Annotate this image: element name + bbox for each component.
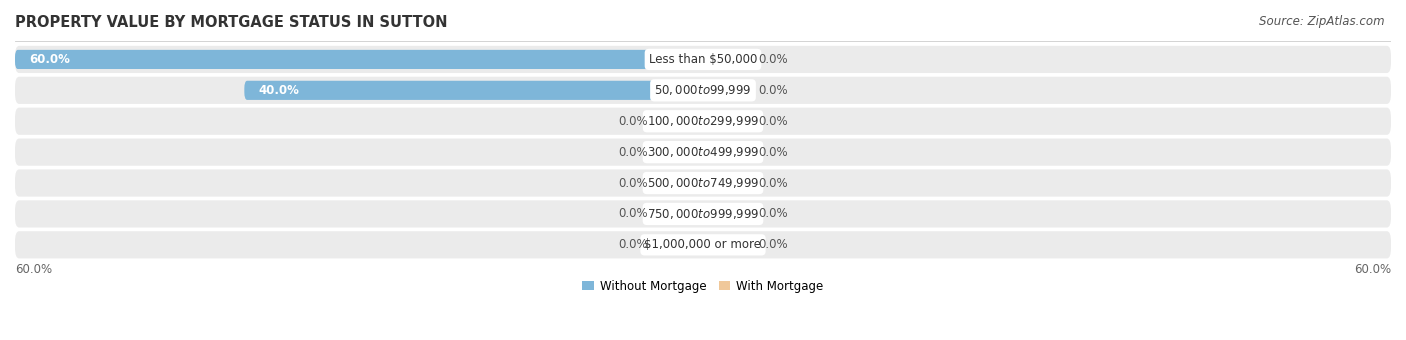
Text: $100,000 to $299,999: $100,000 to $299,999 <box>647 114 759 128</box>
Text: 60.0%: 60.0% <box>1354 263 1391 276</box>
Text: $300,000 to $499,999: $300,000 to $499,999 <box>647 145 759 159</box>
Text: 0.0%: 0.0% <box>758 176 787 189</box>
Text: 0.0%: 0.0% <box>619 207 648 220</box>
Text: $50,000 to $99,999: $50,000 to $99,999 <box>654 83 752 97</box>
FancyBboxPatch shape <box>15 108 1391 135</box>
FancyBboxPatch shape <box>703 142 749 162</box>
FancyBboxPatch shape <box>703 173 749 193</box>
Text: $1,000,000 or more: $1,000,000 or more <box>644 238 762 251</box>
Text: PROPERTY VALUE BY MORTGAGE STATUS IN SUTTON: PROPERTY VALUE BY MORTGAGE STATUS IN SUT… <box>15 15 447 30</box>
FancyBboxPatch shape <box>15 169 1391 197</box>
Legend: Without Mortgage, With Mortgage: Without Mortgage, With Mortgage <box>578 275 828 298</box>
Text: 0.0%: 0.0% <box>619 238 648 251</box>
Text: 0.0%: 0.0% <box>619 176 648 189</box>
Text: 0.0%: 0.0% <box>619 146 648 159</box>
Text: 0.0%: 0.0% <box>758 146 787 159</box>
Text: 60.0%: 60.0% <box>15 263 52 276</box>
Text: $500,000 to $749,999: $500,000 to $749,999 <box>647 176 759 190</box>
Text: 0.0%: 0.0% <box>758 238 787 251</box>
FancyBboxPatch shape <box>15 231 1391 258</box>
FancyBboxPatch shape <box>15 200 1391 227</box>
FancyBboxPatch shape <box>703 112 749 131</box>
FancyBboxPatch shape <box>703 81 749 100</box>
Text: Less than $50,000: Less than $50,000 <box>648 53 758 66</box>
Text: $750,000 to $999,999: $750,000 to $999,999 <box>647 207 759 221</box>
Text: 40.0%: 40.0% <box>259 84 299 97</box>
FancyBboxPatch shape <box>703 204 749 223</box>
FancyBboxPatch shape <box>657 142 703 162</box>
FancyBboxPatch shape <box>15 50 703 69</box>
Text: 0.0%: 0.0% <box>758 115 787 128</box>
FancyBboxPatch shape <box>657 204 703 223</box>
Text: 0.0%: 0.0% <box>758 207 787 220</box>
FancyBboxPatch shape <box>657 235 703 254</box>
Text: 0.0%: 0.0% <box>758 84 787 97</box>
FancyBboxPatch shape <box>657 112 703 131</box>
FancyBboxPatch shape <box>15 138 1391 166</box>
FancyBboxPatch shape <box>15 46 1391 73</box>
FancyBboxPatch shape <box>245 81 703 100</box>
FancyBboxPatch shape <box>15 77 1391 104</box>
Text: 0.0%: 0.0% <box>758 53 787 66</box>
FancyBboxPatch shape <box>703 235 749 254</box>
Text: 0.0%: 0.0% <box>619 115 648 128</box>
FancyBboxPatch shape <box>657 173 703 193</box>
Text: Source: ZipAtlas.com: Source: ZipAtlas.com <box>1260 15 1385 28</box>
Text: 60.0%: 60.0% <box>28 53 70 66</box>
FancyBboxPatch shape <box>703 50 749 69</box>
